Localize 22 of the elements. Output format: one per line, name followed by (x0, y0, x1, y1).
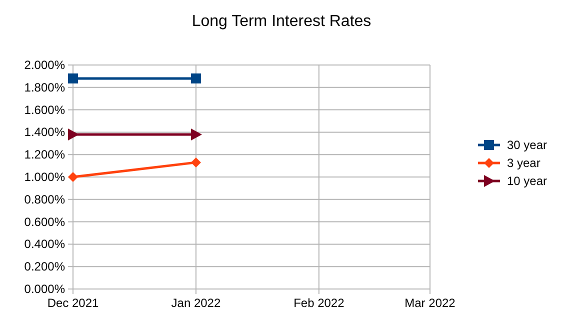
y-tick-label: 0.600% (24, 214, 66, 229)
y-tick-label: 1.400% (24, 125, 66, 140)
y-tick-label: 0.800% (24, 192, 66, 206)
y-tick-label: 1.600% (24, 102, 66, 117)
y-tick-label: 1.800% (24, 80, 66, 94)
chart-title: Long Term Interest Rates (192, 13, 372, 30)
legend-label: 10 year (507, 174, 548, 188)
point (68, 73, 78, 84)
x-tick-label: Mar 2022 (404, 296, 456, 310)
y-tick-label: 0.000% (24, 282, 66, 296)
point (190, 73, 201, 84)
legend-label: 3 year (507, 156, 540, 170)
y-tick-label: 0.200% (24, 260, 66, 274)
y-tick-label: 2.000% (24, 58, 66, 72)
x-tick-label: Feb 2022 (294, 296, 345, 310)
y-tick-label: 1.200% (24, 148, 66, 162)
x-tick-label: Jan 2022 (171, 296, 221, 310)
point (190, 157, 201, 168)
y-tick-label: 0.400% (24, 237, 66, 252)
legend-label: 30 year (507, 138, 548, 152)
y-tick-label: 1.000% (24, 170, 66, 184)
x-tick-label: Dec 2021 (47, 296, 100, 310)
